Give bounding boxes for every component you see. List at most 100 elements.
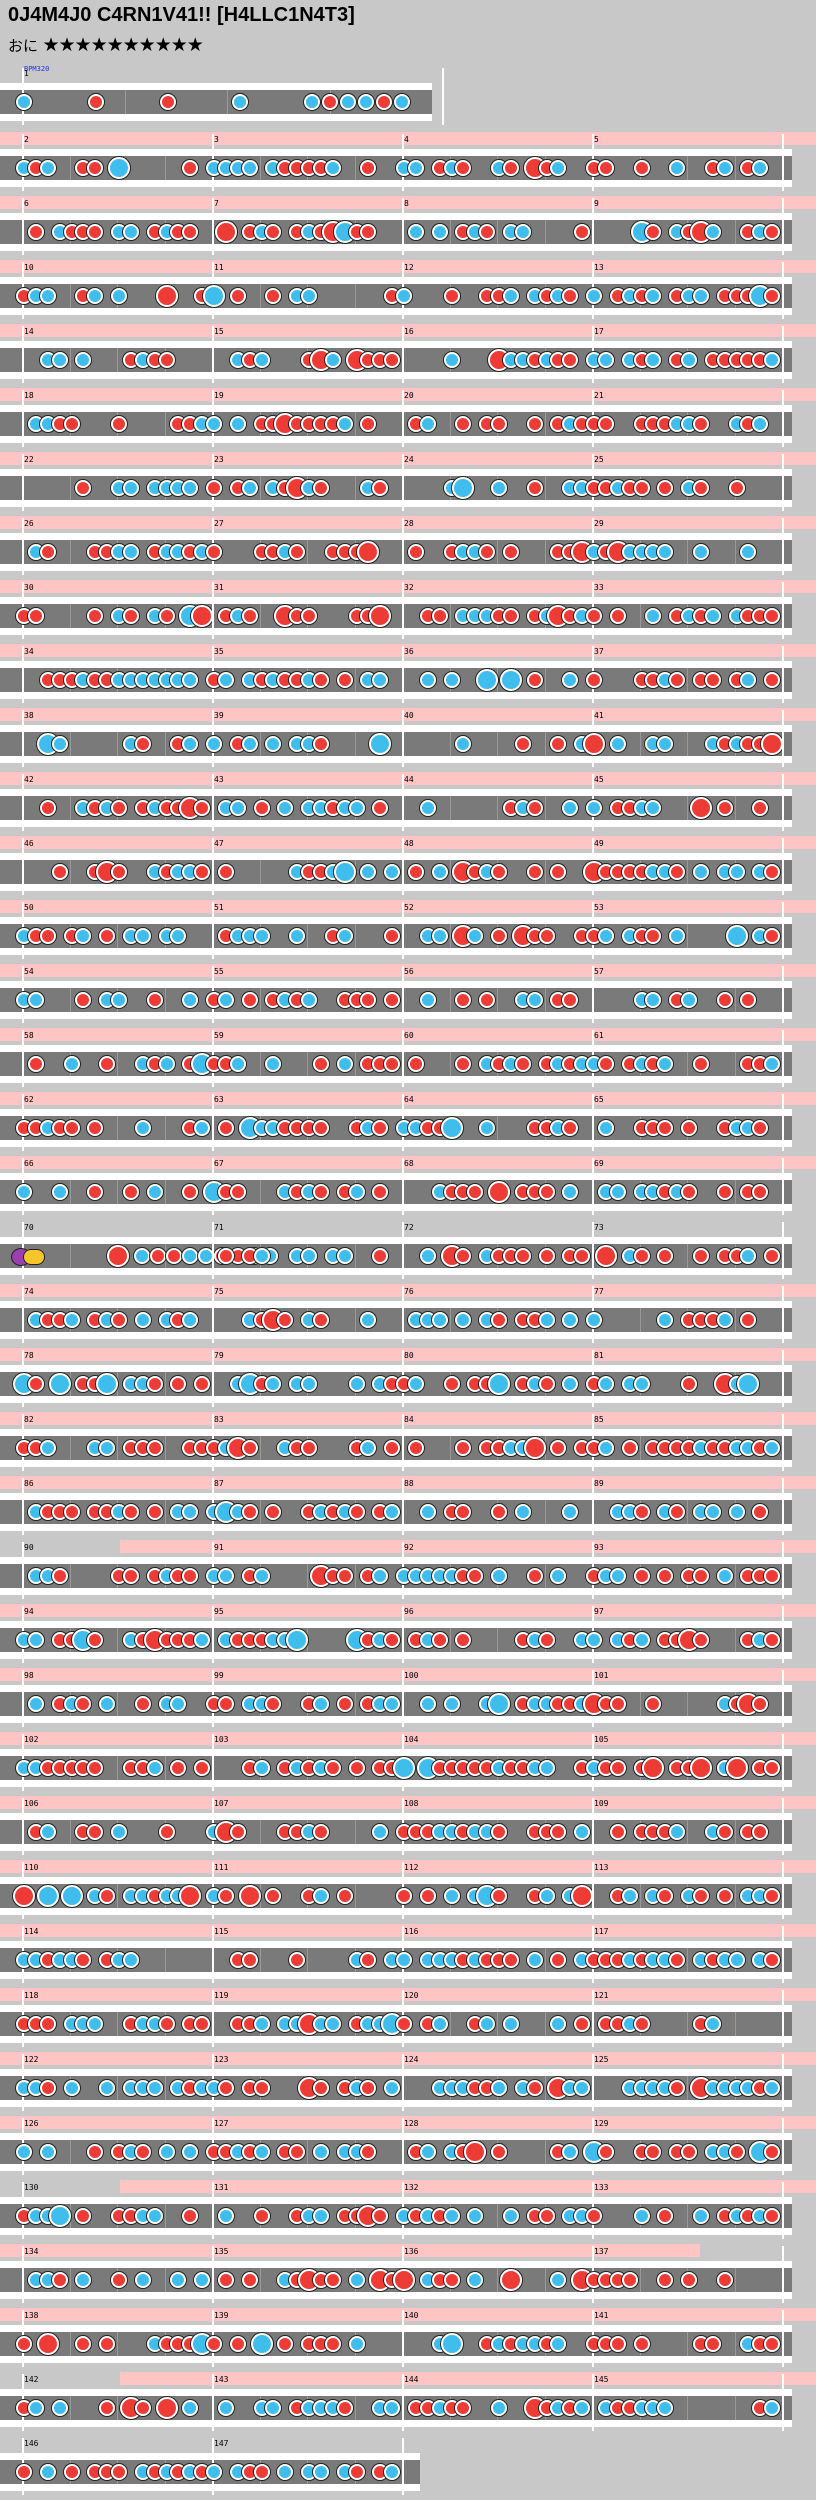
ka-note xyxy=(122,1952,139,1968)
measure-number: 33 xyxy=(594,583,604,592)
don-note xyxy=(716,1888,733,1904)
big-don-note xyxy=(761,733,784,755)
barline xyxy=(402,326,404,383)
don-note xyxy=(99,1888,116,1904)
measure-number: 54 xyxy=(24,967,34,976)
don-note xyxy=(633,1248,650,1264)
beat-line xyxy=(497,988,498,1012)
don-note xyxy=(574,2016,591,2032)
ka-note xyxy=(479,1120,496,1136)
don-note xyxy=(764,1568,781,1584)
ka-note xyxy=(348,1376,365,1392)
barline xyxy=(212,326,214,383)
beat-line xyxy=(639,1884,641,1908)
beat-line xyxy=(687,156,688,180)
measure-number: 138 xyxy=(24,2311,39,2320)
ka-note xyxy=(704,1504,721,1520)
beat-line xyxy=(124,90,126,114)
beat-line xyxy=(449,1436,451,1460)
ka-note xyxy=(348,1184,365,1200)
barline xyxy=(22,390,24,447)
beat-line xyxy=(734,2012,736,2036)
score-row: 10 11 12 13 xyxy=(0,260,816,324)
ka-note xyxy=(39,2144,56,2160)
big-ka-note xyxy=(250,2333,273,2355)
barline xyxy=(402,198,404,255)
barline xyxy=(782,2054,784,2111)
measure-number: 113 xyxy=(594,1863,609,1872)
measure-number: 89 xyxy=(594,1479,604,1488)
gogo-time-band xyxy=(0,708,816,721)
beat-line xyxy=(544,732,546,756)
don-note xyxy=(609,1696,626,1712)
don-note xyxy=(39,544,56,560)
measure-number: 142 xyxy=(24,2375,39,2384)
ka-note xyxy=(609,1184,626,1200)
big-ka-note xyxy=(440,2333,463,2355)
beat-line xyxy=(354,1308,356,1332)
don-note xyxy=(111,416,127,432)
measure-number: 141 xyxy=(594,2311,609,2320)
measure-number: 88 xyxy=(404,1479,414,1488)
score-row: 42 43 44 45 xyxy=(0,772,816,836)
beat-line xyxy=(69,2140,71,2164)
gogo-time-band xyxy=(0,772,816,785)
ka-note xyxy=(39,160,56,176)
measure-number: 45 xyxy=(594,775,604,784)
ka-note xyxy=(182,1248,198,1264)
beat-line xyxy=(687,1500,688,1524)
measure-number: 46 xyxy=(24,839,34,848)
measure-number: 76 xyxy=(404,1287,414,1296)
beat-line xyxy=(687,1244,688,1268)
measure-number: 139 xyxy=(214,2311,229,2320)
don-note xyxy=(27,1056,44,1072)
beat-line xyxy=(117,2396,118,2420)
difficulty-label: おに xyxy=(8,38,39,55)
gogo-time-band xyxy=(0,132,816,145)
don-note xyxy=(597,1056,614,1072)
measure-number: 128 xyxy=(404,2119,419,2128)
don-note xyxy=(384,352,401,368)
don-note xyxy=(455,160,472,176)
don-note xyxy=(538,928,555,944)
measure-number: 42 xyxy=(24,775,34,784)
ka-note xyxy=(217,2400,234,2416)
measure-number: 29 xyxy=(594,519,604,528)
don-note xyxy=(51,2272,68,2288)
beat-line xyxy=(69,1436,71,1460)
don-note xyxy=(122,1504,139,1520)
barline xyxy=(22,518,24,575)
beat-line xyxy=(687,860,688,884)
beat-line xyxy=(354,1692,356,1716)
ka-note xyxy=(217,992,234,1008)
measure-number: 100 xyxy=(404,1671,419,1680)
beat-line xyxy=(639,1692,641,1716)
ka-note xyxy=(597,1120,614,1136)
beat-line xyxy=(117,1436,118,1460)
ka-note xyxy=(27,992,44,1008)
measure-number: 72 xyxy=(404,1223,414,1232)
big-don-note xyxy=(594,1245,617,1267)
beat-line xyxy=(117,1180,118,1204)
ka-note xyxy=(669,160,686,176)
ka-note xyxy=(479,2016,496,2032)
don-note xyxy=(241,1440,258,1456)
don-note xyxy=(669,672,686,688)
big-ka-note xyxy=(452,477,475,499)
beat-line xyxy=(117,1116,118,1140)
don-note xyxy=(514,1248,531,1264)
don-note xyxy=(502,544,519,560)
barline xyxy=(782,390,784,447)
score-row: 70 71 72 73 xyxy=(0,1220,816,1284)
beat-line xyxy=(307,1052,308,1076)
ka-note xyxy=(491,2400,507,2416)
beat-line xyxy=(354,1820,356,1844)
ka-note xyxy=(574,2080,591,2096)
don-note xyxy=(526,672,543,688)
big-don-note xyxy=(107,1245,129,1267)
beat-line xyxy=(734,1180,736,1204)
don-note xyxy=(241,1952,258,1968)
don-note xyxy=(491,1504,507,1520)
don-note xyxy=(384,1056,401,1072)
measure-number: 137 xyxy=(594,2247,609,2256)
